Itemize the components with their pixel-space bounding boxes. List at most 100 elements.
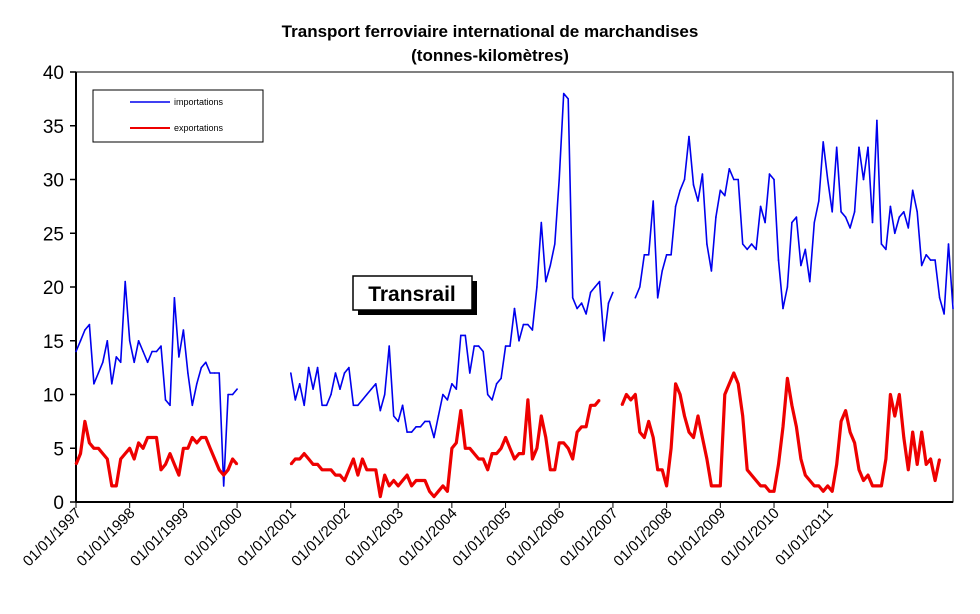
data-point-exportations — [549, 469, 552, 471]
annotation-box — [352, 275, 473, 311]
data-point-importations — [733, 178, 735, 181]
data-point-exportations — [889, 393, 892, 396]
data-point-importations — [222, 485, 225, 487]
data-point-exportations — [142, 447, 144, 450]
data-point-exportations — [205, 436, 207, 439]
data-point-exportations — [750, 474, 753, 476]
data-point-importations — [701, 173, 704, 175]
data-point-exportations — [683, 415, 686, 417]
data-point-importations — [656, 297, 659, 299]
data-point-importations — [849, 227, 851, 229]
data-point-importations — [513, 307, 516, 310]
data-point-exportations — [733, 372, 735, 374]
data-point-importations — [155, 350, 158, 353]
data-point-exportations — [867, 474, 869, 476]
data-point-exportations — [688, 431, 690, 433]
data-point-exportations — [303, 452, 306, 455]
data-point-exportations — [876, 485, 878, 487]
data-point-importations — [473, 345, 476, 347]
data-point-exportations — [164, 463, 167, 466]
data-point-importations — [809, 280, 811, 283]
data-point-exportations — [312, 463, 314, 466]
data-point-exportations — [325, 469, 328, 471]
data-point-importations — [661, 270, 663, 272]
data-point-exportations — [746, 469, 748, 471]
data-point-importations — [773, 178, 775, 181]
data-point-importations — [750, 243, 753, 245]
data-point-importations — [737, 178, 739, 181]
y-tick-label: 10 — [43, 386, 64, 407]
data-point-importations — [509, 345, 511, 347]
data-point-exportations — [124, 452, 126, 455]
data-point-importations — [786, 286, 789, 288]
data-point-exportations — [196, 442, 198, 444]
data-point-exportations — [424, 479, 426, 482]
data-point-importations — [835, 146, 838, 149]
data-point-importations — [334, 372, 337, 374]
data-point-exportations — [330, 469, 332, 471]
data-point-exportations — [209, 447, 211, 450]
data-point-importations — [303, 404, 306, 407]
data-point-importations — [907, 227, 910, 229]
data-point-exportations — [173, 463, 176, 466]
data-point-importations — [406, 431, 408, 433]
data-point-importations — [491, 399, 493, 401]
data-point-importations — [146, 361, 149, 364]
data-point-exportations — [343, 479, 346, 482]
data-point-exportations — [813, 485, 816, 487]
data-point-exportations — [191, 436, 194, 439]
data-point-exportations — [643, 436, 646, 439]
data-point-exportations — [406, 474, 408, 476]
data-point-importations — [580, 302, 583, 304]
data-point-importations — [88, 323, 91, 326]
data-point-importations — [791, 221, 793, 224]
data-point-importations — [375, 383, 377, 385]
data-point-importations — [692, 184, 695, 186]
data-point-exportations — [625, 393, 628, 396]
data-point-importations — [495, 383, 498, 385]
data-point-importations — [831, 211, 833, 213]
data-point-exportations — [133, 458, 135, 460]
data-point-importations — [419, 426, 422, 428]
data-point-exportations — [639, 431, 641, 433]
data-point-exportations — [545, 436, 547, 439]
data-point-exportations — [907, 469, 910, 471]
data-point-importations — [871, 221, 874, 224]
data-point-exportations — [455, 442, 458, 444]
data-point-exportations — [151, 436, 153, 439]
data-point-importations — [858, 146, 860, 149]
data-point-importations — [647, 254, 650, 256]
data-point-exportations — [831, 490, 833, 493]
data-point-importations — [231, 393, 234, 396]
data-point-exportations — [383, 474, 386, 476]
data-point-importations — [643, 254, 646, 256]
data-point-importations — [862, 178, 865, 181]
series-line-exportations — [74, 371, 942, 499]
data-point-exportations — [352, 458, 355, 460]
data-point-importations — [209, 372, 211, 374]
data-point-importations — [200, 366, 203, 369]
data-point-importations — [504, 345, 507, 347]
data-point-exportations — [419, 479, 422, 482]
data-point-importations — [428, 420, 431, 423]
data-point-exportations — [630, 399, 632, 401]
data-point-exportations — [169, 452, 171, 455]
data-point-exportations — [218, 469, 220, 471]
data-point-exportations — [375, 469, 377, 471]
data-point-importations — [795, 216, 798, 218]
data-point-exportations — [392, 479, 395, 482]
data-point-importations — [119, 361, 122, 364]
data-point-importations — [401, 404, 404, 407]
data-point-importations — [576, 307, 578, 310]
data-point-exportations — [397, 485, 400, 487]
data-point-exportations — [482, 458, 485, 460]
data-point-exportations — [527, 399, 529, 401]
data-point-importations — [486, 393, 489, 396]
data-point-exportations — [370, 469, 373, 471]
data-point-importations — [469, 372, 471, 374]
data-point-exportations — [495, 452, 498, 455]
data-point-exportations — [920, 431, 923, 433]
y-tick-label: 5 — [53, 439, 64, 460]
data-point-importations — [639, 286, 641, 288]
